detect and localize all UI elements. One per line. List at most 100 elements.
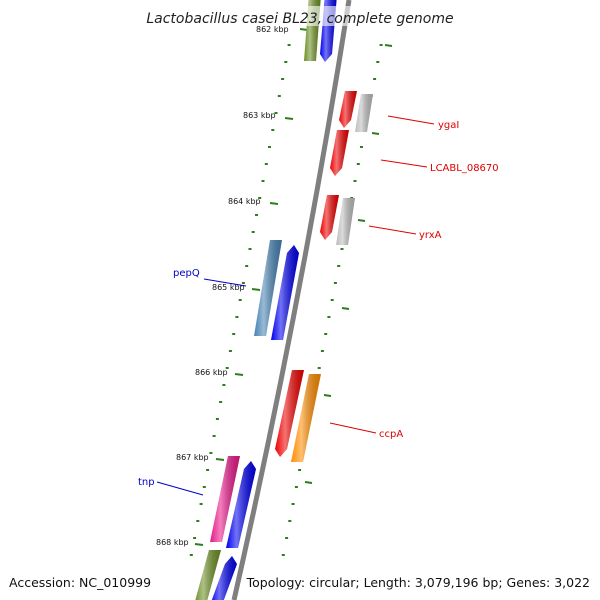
tick-label-863: 863 kbp: [243, 111, 276, 120]
track-dot: [225, 367, 229, 369]
track-dot: [376, 61, 380, 63]
tick-label-865: 865 kbp: [212, 283, 245, 292]
leader-line: [368, 225, 417, 235]
track-dot: [353, 180, 357, 182]
tick-mark: [304, 481, 313, 484]
yrxA-cog-shading: [336, 198, 355, 245]
leader-line: [156, 481, 204, 496]
track-dot: [324, 333, 328, 335]
tick-mark: [371, 132, 380, 135]
gene-label-yrxa: yrxA: [419, 230, 442, 241]
tick-mark: [284, 117, 294, 120]
pepQ-gene-shading: [271, 245, 299, 340]
olive-feature-bottom-shading: [195, 550, 221, 600]
tnp-cog-shading: [210, 456, 240, 542]
track-dot: [284, 61, 288, 63]
map-title: Lactobacillus casei BL23, complete genom…: [146, 11, 453, 27]
gene-label-lcabl-08670: LCABL_08670: [430, 163, 499, 174]
leader-line: [387, 115, 435, 125]
track-dot: [356, 163, 360, 165]
track-dot: [337, 265, 341, 267]
track-dot: [248, 248, 252, 250]
track-dot: [251, 231, 255, 233]
track-dot: [277, 95, 281, 97]
track-dot: [228, 350, 232, 352]
track-dot: [327, 316, 331, 318]
tick-label-867: 867 kbp: [176, 453, 209, 462]
track-dot: [285, 537, 289, 539]
title-backdrop: [150, 6, 450, 26]
track-dot: [333, 282, 337, 284]
tick-mark: [384, 44, 393, 47]
track-dot: [189, 554, 193, 556]
track-dot: [291, 503, 295, 505]
label-leaders: [156, 115, 435, 496]
track-dot: [258, 197, 262, 199]
accession-text: Accession: NC_010999: [9, 575, 151, 590]
track-dot: [241, 282, 245, 284]
tick-mark: [357, 219, 366, 222]
track-dot: [320, 350, 324, 352]
tick-label-862: 862 kbp: [256, 25, 289, 34]
tick-marks: [194, 28, 393, 546]
track-dot: [206, 469, 210, 471]
track-dot: [288, 520, 292, 522]
tick-mark: [194, 543, 204, 546]
tick-label-866: 866 kbp: [195, 368, 228, 377]
track-dot: [268, 146, 271, 148]
track-dot: [235, 316, 239, 318]
topology-text: Topology: circular; Length: 3,079,196 bp…: [246, 575, 590, 590]
track-dot: [281, 554, 285, 556]
track-dot: [199, 503, 203, 505]
ccpA-cog-shading: [291, 374, 321, 462]
tick-mark: [251, 288, 261, 291]
genome-backbone: [231, 0, 352, 600]
leader-line: [329, 422, 377, 434]
gene-label-tnp: tnp: [138, 477, 155, 488]
track-dot: [298, 469, 302, 471]
ccpA-gene-shading: [275, 370, 304, 457]
gene-label-pepq: pepQ: [173, 268, 200, 279]
leader-line: [380, 159, 428, 168]
leader-line: [203, 278, 247, 287]
track-dot: [255, 214, 258, 216]
gene-label-ygal: ygaI: [438, 120, 459, 131]
track-dot: [271, 129, 275, 131]
feature-arrows: [195, 0, 373, 600]
track-dot: [219, 401, 223, 403]
pepQ-cog-shading: [254, 240, 282, 336]
track-dot: [196, 520, 200, 522]
track-dot: [340, 248, 344, 250]
track-dot: [281, 78, 285, 80]
track-dot: [294, 486, 298, 488]
track-dot: [360, 146, 363, 148]
track-dot: [274, 112, 278, 114]
tick-mark: [341, 307, 350, 310]
track-dot: [317, 367, 321, 369]
tick-mark: [215, 458, 225, 461]
tick-mark: [269, 202, 279, 205]
track-dot: [238, 299, 242, 301]
track-dot: [212, 435, 216, 437]
track-dot: [232, 333, 236, 335]
track-dot: [245, 265, 249, 267]
track-dot: [287, 44, 291, 46]
track-dot: [222, 384, 226, 386]
ygaI-gene-shading: [339, 91, 357, 128]
tick-label-868: 868 kbp: [156, 538, 189, 547]
gene-label-ccpa: ccpA: [379, 429, 403, 440]
LCABL_08670-gene-shading: [330, 130, 349, 176]
track-dot: [261, 180, 265, 182]
track-dot: [264, 163, 268, 165]
ygaI-cog-shading: [355, 94, 373, 132]
yrxA-gene-shading: [320, 195, 339, 240]
blue-feature-bottom-shading: [211, 556, 237, 600]
track-dot: [373, 78, 377, 80]
track-dot: [193, 537, 197, 539]
track-dot: [209, 452, 213, 454]
track-dot: [215, 418, 219, 420]
tick-mark: [234, 373, 244, 376]
track-dot: [379, 44, 383, 46]
tick-label-864: 864 kbp: [228, 197, 261, 206]
